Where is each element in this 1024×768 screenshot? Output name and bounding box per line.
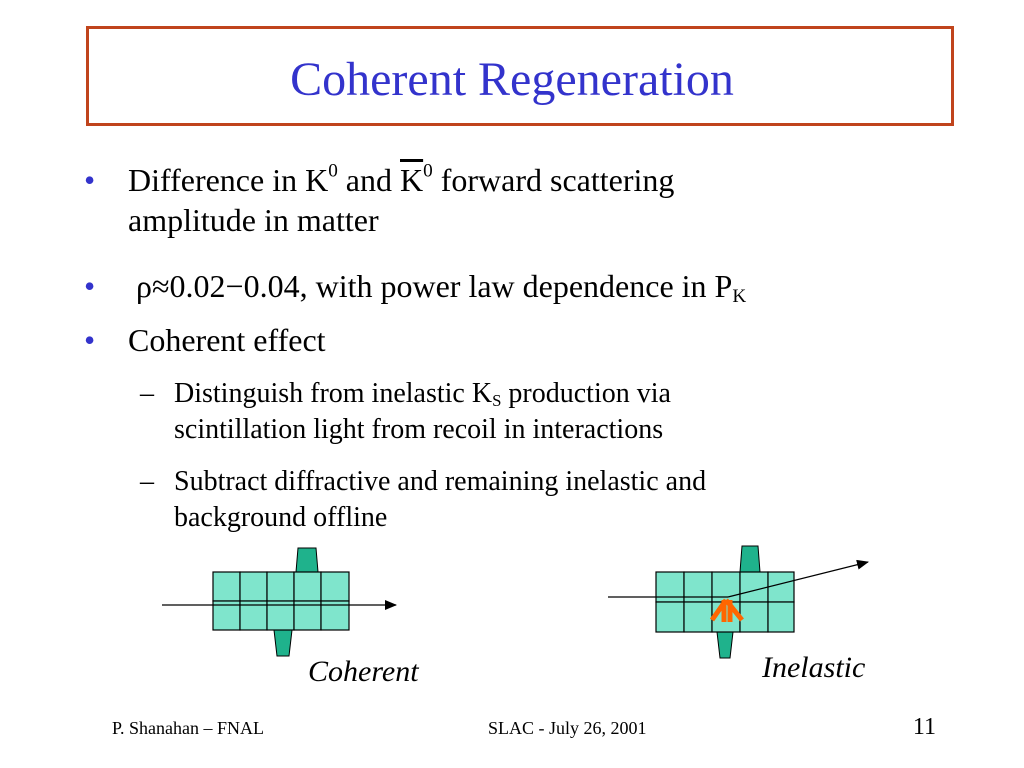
scattered-kaon-arrow bbox=[727, 559, 869, 598]
subbullet-text-line2: background offline bbox=[174, 502, 388, 533]
bullet-dot: • bbox=[84, 162, 96, 198]
slide-title: Coherent Regeneration bbox=[290, 53, 734, 106]
bullet-text: Coherent effect bbox=[128, 322, 326, 358]
detector-cells bbox=[212, 571, 350, 631]
bullet-coherent-effect: • Coherent effect bbox=[84, 320, 888, 360]
subbullet-distinguish: – Distinguish from inelastic KS producti… bbox=[140, 376, 894, 448]
pmt-bottom bbox=[716, 631, 734, 659]
bullet-dot: • bbox=[84, 268, 96, 304]
sub-dash: – bbox=[140, 378, 154, 409]
recoil-arrows-icon bbox=[709, 598, 744, 622]
coherent-label: Coherent bbox=[308, 655, 419, 688]
sub-dash: – bbox=[140, 466, 154, 497]
bullet-text: Difference in K0 and K0 forward scatteri… bbox=[128, 160, 675, 198]
bullet-dot: • bbox=[84, 322, 96, 358]
subbullet-text-line2: scintillation light from recoil in inter… bbox=[174, 414, 664, 445]
coherent-diagram bbox=[162, 547, 397, 657]
bullet-scattering-difference: • Difference in K0 and K0 forward scatte… bbox=[84, 160, 888, 240]
page-number: 11 bbox=[912, 714, 936, 740]
subbullet-text: Subtract diffractive and remaining inela… bbox=[174, 466, 707, 497]
title-box bbox=[86, 26, 954, 126]
subbullet-subtract: – Subtract diffractive and remaining ine… bbox=[140, 464, 894, 536]
bullet-text-line2: amplitude in matter bbox=[128, 202, 379, 238]
inelastic-diagram bbox=[608, 545, 869, 659]
subbullet-text: Distinguish from inelastic KS production… bbox=[174, 378, 671, 411]
pmt-bottom bbox=[273, 629, 293, 657]
footer-author: P. Shanahan – FNAL bbox=[112, 718, 264, 738]
inelastic-label: Inelastic bbox=[762, 651, 866, 684]
pmt-top bbox=[295, 547, 319, 573]
bullet-rho-value: • ρ≈0.02−0.04, with power law dependence… bbox=[84, 266, 916, 307]
detector-cells bbox=[655, 571, 795, 633]
pmt-top bbox=[739, 545, 761, 573]
bullet-text: ρ≈0.02−0.04, with power law dependence i… bbox=[136, 268, 747, 307]
footer-venue-date: SLAC - July 26, 2001 bbox=[488, 718, 647, 738]
